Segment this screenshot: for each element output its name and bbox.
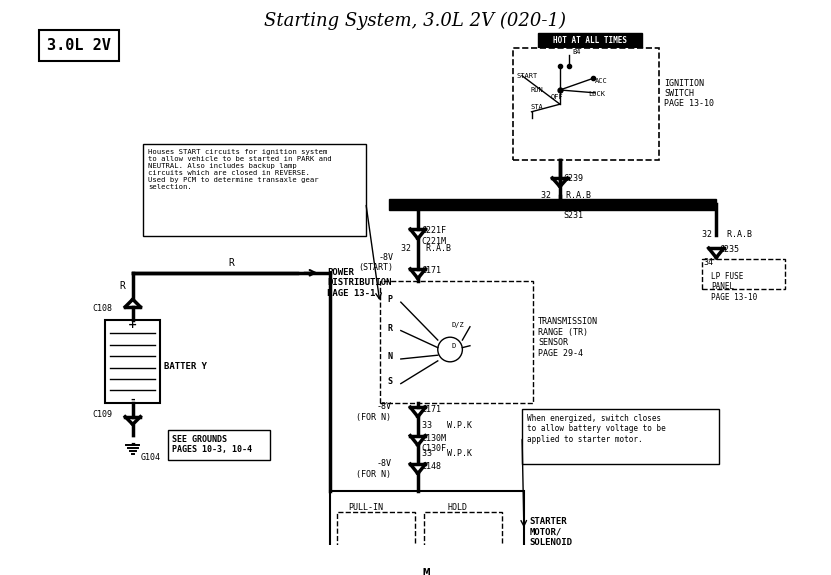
Text: C239: C239 [563, 174, 583, 183]
Bar [337, 512, 415, 546]
Text: C148: C148 [421, 462, 441, 471]
Bar [513, 48, 660, 160]
Text: PULL-IN: PULL-IN [348, 503, 383, 512]
Text: C108: C108 [92, 304, 112, 313]
Text: IGNITION
SWITCH
PAGE 13-10: IGNITION SWITCH PAGE 13-10 [664, 79, 714, 109]
Bar [702, 259, 785, 289]
Text: When energized, switch closes
to allow battery voltage to be
applied to starter : When energized, switch closes to allow b… [527, 414, 666, 444]
Text: M: M [423, 568, 430, 575]
Bar [168, 430, 270, 461]
Text: C171: C171 [421, 405, 441, 415]
Text: C235: C235 [719, 246, 739, 254]
Text: R: R [120, 281, 125, 291]
Text: OFF: OFF [550, 94, 563, 101]
Text: P: P [387, 295, 392, 304]
Text: -8V
(FOR N): -8V (FOR N) [356, 459, 391, 478]
Text: START: START [516, 72, 538, 79]
Text: POWER
DISTRIBUTION
PAGE 13-1: POWER DISTRIBUTION PAGE 13-1 [327, 268, 391, 298]
Text: 3.0L 2V: 3.0L 2V [47, 38, 111, 53]
Text: TRANSMISSION
RANGE (TR)
SENSOR
PAGE 29-4: TRANSMISSION RANGE (TR) SENSOR PAGE 29-4 [538, 317, 598, 358]
Text: LOCK: LOCK [588, 91, 605, 97]
Text: 33   W.P.K: 33 W.P.K [421, 421, 472, 430]
Text: STA: STA [530, 104, 543, 110]
Text: HOLD: HOLD [448, 503, 468, 512]
Text: -: - [130, 394, 135, 405]
Bar [143, 144, 366, 236]
Text: C171: C171 [421, 266, 441, 275]
Text: 33   W.P.K: 33 W.P.K [421, 449, 472, 458]
Text: LP FUSE
PANEL
PAGE 13-10: LP FUSE PANEL PAGE 13-10 [711, 272, 758, 302]
Text: Starting System, 3.0L 2V (020-1): Starting System, 3.0L 2V (020-1) [264, 12, 566, 30]
Text: RUN: RUN [530, 87, 543, 93]
Bar [425, 512, 502, 546]
Text: C109: C109 [92, 411, 112, 419]
Text: -8V
(FOR N): -8V (FOR N) [356, 402, 391, 421]
Text: HOT AT ALL TIMES: HOT AT ALL TIMES [553, 36, 627, 45]
Text: B4: B4 [573, 49, 581, 55]
Text: 32   R.A.B: 32 R.A.B [702, 230, 752, 239]
Text: C130M
C130F: C130M C130F [421, 434, 446, 453]
Text: SEE GROUNDS
PAGES 10-3, 10-4: SEE GROUNDS PAGES 10-3, 10-4 [171, 435, 252, 454]
Bar [522, 409, 719, 464]
Text: D/Z: D/Z [451, 322, 464, 328]
Text: S: S [387, 377, 392, 386]
Text: R: R [229, 258, 234, 268]
Text: ACC: ACC [595, 78, 607, 85]
Bar [538, 33, 642, 48]
Text: D: D [451, 343, 455, 348]
Text: 34: 34 [703, 258, 713, 267]
Text: BATTER Y: BATTER Y [164, 362, 207, 371]
Text: 32   R.A.B: 32 R.A.B [401, 244, 451, 254]
Text: R: R [387, 324, 392, 332]
Text: Houses START circuits for ignition system
to allow vehicle to be started in PARK: Houses START circuits for ignition syste… [148, 149, 332, 190]
Bar [106, 320, 160, 404]
Text: STARTER
MOTOR/
SOLENOID: STARTER MOTOR/ SOLENOID [529, 517, 573, 547]
Text: 32   R.A.B: 32 R.A.B [541, 191, 591, 200]
Bar [380, 281, 534, 402]
Bar [330, 490, 524, 575]
Text: +: + [128, 320, 137, 330]
Text: C221F
C221M: C221F C221M [421, 227, 446, 246]
Text: N: N [387, 352, 392, 361]
Text: G104: G104 [140, 453, 160, 462]
FancyBboxPatch shape [39, 30, 119, 60]
Bar [390, 199, 716, 210]
Text: S231: S231 [563, 211, 583, 220]
Text: -8V
(START): -8V (START) [358, 252, 393, 272]
